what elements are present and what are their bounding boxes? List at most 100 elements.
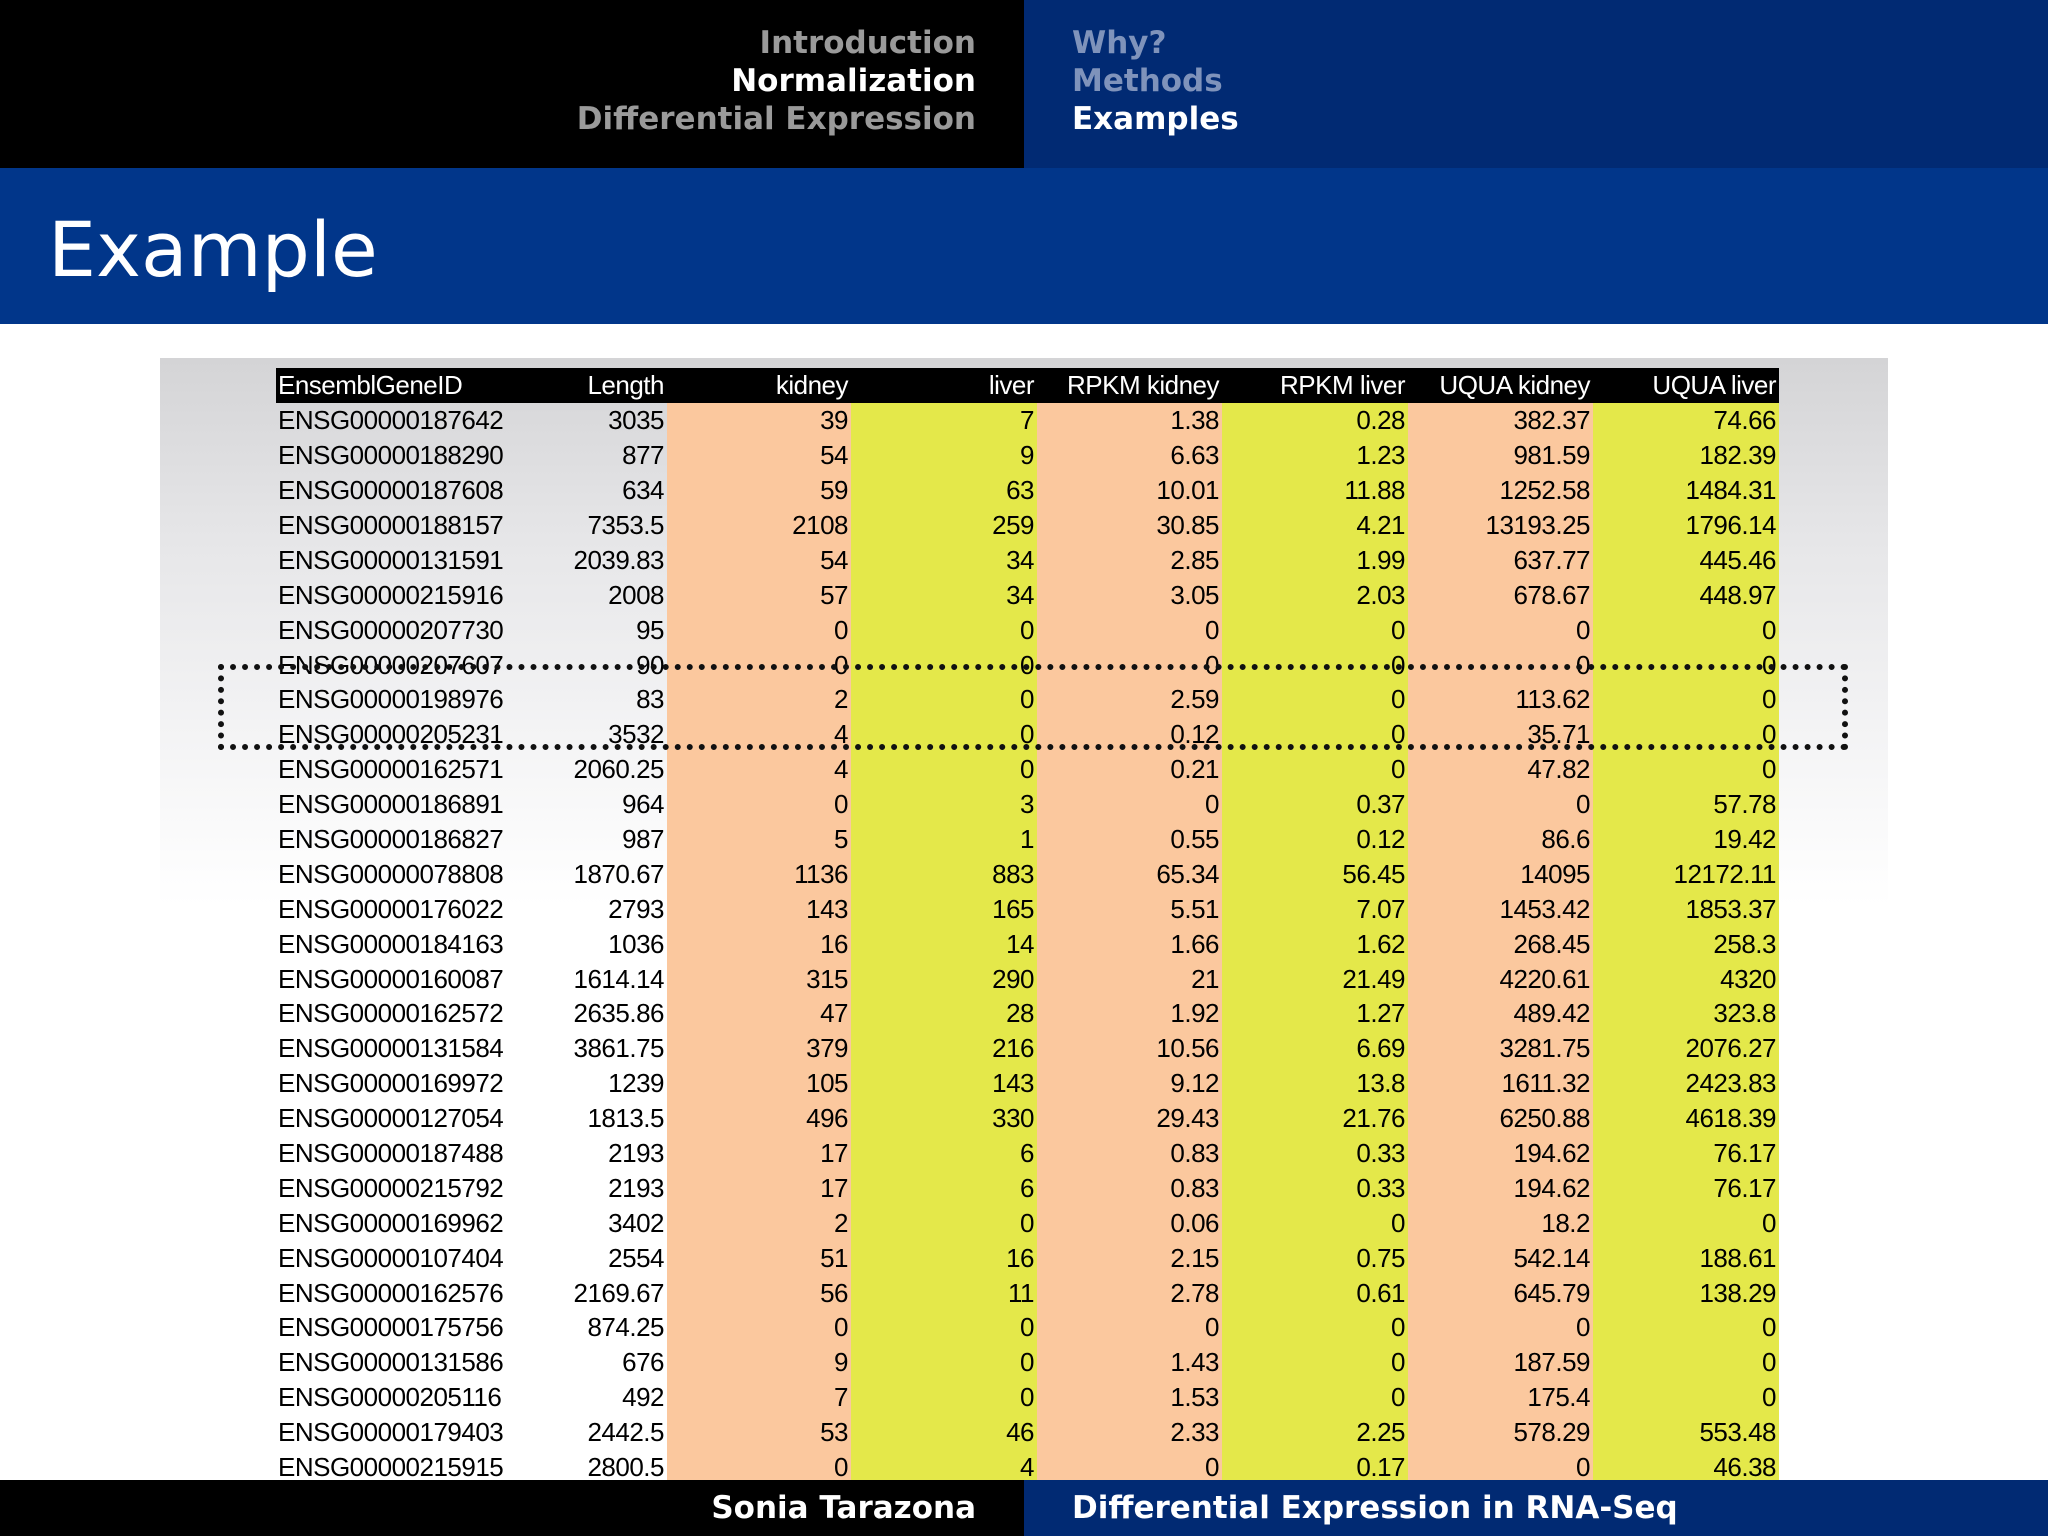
table-cell: 194.62 — [1408, 1170, 1593, 1206]
table-cell: 0 — [1593, 612, 1779, 648]
table-cell: 7.07 — [1222, 891, 1408, 927]
table-cell: 175.4 — [1408, 1379, 1593, 1415]
table-cell: ENSG00000131584 — [278, 1033, 504, 1064]
table-cell: ENSG00000131591 — [278, 544, 504, 575]
table-cell: 874.25 — [587, 1312, 664, 1343]
table-cell: 14 — [851, 926, 1037, 962]
table-cell: 16 — [667, 926, 851, 962]
column-header: EnsemblGeneID — [276, 368, 552, 403]
table-cell: ENSG00000186891 — [278, 789, 504, 820]
nav-subsection-examples[interactable]: Examples — [1072, 101, 1239, 137]
nav-section-introduction[interactable]: Introduction — [759, 25, 976, 61]
table-cell: 6.69 — [1222, 1030, 1408, 1066]
table-row: ENSG00000127054 1813.5 496 330 29.43 21.76 625… — [276, 1100, 1779, 1136]
nav-subsection-why[interactable]: Why? — [1072, 25, 1167, 61]
table-cell: 0 — [1408, 786, 1593, 822]
table-cell: 4320 — [1593, 961, 1779, 997]
table-cell: 6250.88 — [1408, 1100, 1593, 1136]
table-cell: 17 — [667, 1135, 851, 1171]
table-cell: 0 — [1222, 751, 1408, 787]
slide-navigation-bar: Introduction Normalization Differential … — [0, 0, 2048, 168]
table-cell: 0 — [1408, 1449, 1593, 1485]
table-cell: ENSG00000169962 — [278, 1207, 504, 1238]
table-cell: 0 — [851, 751, 1037, 787]
table-cell: 4220.61 — [1408, 961, 1593, 997]
table-cell: 0 — [851, 682, 1037, 717]
nav-section-normalization[interactable]: Normalization — [731, 63, 976, 99]
table-cell: 16 — [851, 1240, 1037, 1276]
nav-section-differential-expression[interactable]: Differential Expression — [576, 101, 976, 137]
table-cell: ENSG00000207607 — [278, 649, 504, 680]
table-cell: 1136 — [667, 856, 851, 892]
table-cell: 382.37 — [1408, 402, 1593, 438]
table-cell: 2108 — [667, 507, 851, 543]
footer-author-panel: Sonia Tarazona — [0, 1480, 1024, 1536]
table-cell: 95 — [636, 614, 664, 645]
table-cell: 9.12 — [1037, 1065, 1222, 1101]
table-cell: 0.61 — [1222, 1275, 1408, 1311]
table-row: ENSG00000188157 7353.5 2108 259 30.85 4.21 131… — [276, 507, 1779, 543]
table-cell: 2076.27 — [1593, 1030, 1779, 1066]
table-cell: 0.33 — [1222, 1135, 1408, 1171]
table-header-row: EnsemblGeneID Length kidney liver RPKM kidne… — [276, 368, 1779, 403]
table-cell: 489.42 — [1408, 996, 1593, 1031]
table-cell: 35.71 — [1408, 716, 1593, 752]
table-cell: 59 — [667, 472, 851, 508]
table-cell: ENSG00000215915 — [278, 1452, 504, 1483]
table-cell: 28 — [851, 996, 1037, 1031]
table-cell: ENSG00000169972 — [278, 1068, 504, 1099]
table-cell: 1 — [851, 821, 1037, 857]
table-cell: 268.45 — [1408, 926, 1593, 962]
table-cell: 1.99 — [1222, 542, 1408, 578]
table-cell: 47.82 — [1408, 751, 1593, 787]
table-cell: ENSG00000187608 — [278, 475, 504, 506]
table-cell: 74.66 — [1593, 402, 1779, 438]
table-cell: 194.62 — [1408, 1135, 1593, 1171]
table-cell: 496 — [667, 1100, 851, 1136]
table-row: ENSG00000131591 2039.83 54 34 2.85 1.99 637.77… — [276, 542, 1779, 578]
table-cell: 258.3 — [1593, 926, 1779, 962]
table-cell: 0 — [1408, 1310, 1593, 1345]
table-cell: 54 — [667, 437, 851, 473]
column-header: kidney — [667, 368, 851, 403]
table-cell: 0.12 — [1037, 716, 1222, 752]
table-cell: 5.51 — [1037, 891, 1222, 927]
table-cell: 0 — [1037, 612, 1222, 648]
table-cell: 21.76 — [1222, 1100, 1408, 1136]
table-row: ENSG00000205116 492 7 0 1.53 0 175.4 0 — [276, 1379, 1779, 1415]
column-header: liver — [851, 368, 1037, 403]
table-cell: 0 — [1222, 1310, 1408, 1345]
nav-subsection-methods[interactable]: Methods — [1072, 63, 1223, 99]
table-cell: 0 — [1593, 1344, 1779, 1380]
table-cell: 2.59 — [1037, 682, 1222, 717]
footer-title-panel: Differential Expression in RNA-Seq — [1024, 1480, 2048, 1536]
table-row: ENSG00000215915 2800.5 0 4 0 0.17 0 46.38 — [276, 1449, 1779, 1485]
table-cell: 4618.39 — [1593, 1100, 1779, 1136]
table-cell: ENSG00000176022 — [278, 893, 504, 924]
table-row: ENSG00000160087 1614.14 315 290 21 21.49 4220.… — [276, 961, 1779, 997]
table-cell: 2.03 — [1222, 577, 1408, 613]
table-cell: 1239 — [608, 1068, 664, 1099]
table-cell: ENSG00000198976 — [278, 684, 504, 715]
table-cell: 30.85 — [1037, 507, 1222, 543]
table-cell: 1614.14 — [573, 963, 665, 994]
table-cell: 0 — [851, 647, 1037, 683]
table-cell: 13193.25 — [1408, 507, 1593, 543]
table-row: ENSG00000187488 2193 17 6 0.83 0.33 194.62 76.1… — [276, 1135, 1779, 1171]
table-cell: 0.21 — [1037, 751, 1222, 787]
table-cell: ENSG00000205231 — [278, 719, 504, 750]
table-cell: 29.43 — [1037, 1100, 1222, 1136]
table-cell: 315 — [667, 961, 851, 997]
table-cell: 1796.14 — [1593, 507, 1779, 543]
table-cell: 90 — [636, 649, 664, 680]
expression-table: EnsemblGeneID Length kidney liver RPKM kidne… — [276, 368, 1779, 1485]
table-cell: 0 — [1037, 1310, 1222, 1345]
table-row: ENSG00000131584 3861.75 379 216 10.56 6.69 328… — [276, 1030, 1779, 1066]
table-cell: 637.77 — [1408, 542, 1593, 578]
table-row: ENSG00000162571 2060.25 4 0 0.21 0 47.82 0 — [276, 751, 1779, 787]
table-row: ENSG00000198976 83 2 0 2.59 0 113.62 0 — [276, 682, 1779, 717]
table-cell: ENSG00000215916 — [278, 579, 504, 610]
table-cell: 0 — [1593, 1379, 1779, 1415]
table-cell: 2442.5 — [587, 1417, 664, 1448]
table-cell: 0 — [1037, 647, 1222, 683]
